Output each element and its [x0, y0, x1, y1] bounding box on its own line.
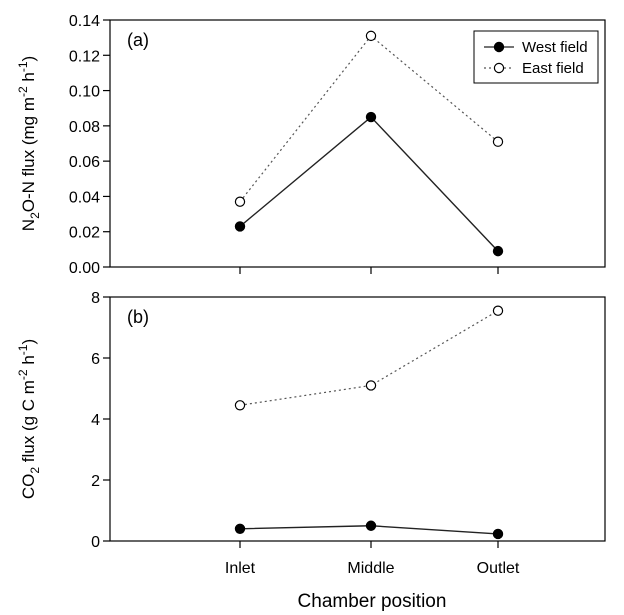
y-tick-label: 6: [91, 351, 100, 368]
legend-marker: [493, 41, 505, 53]
panel-frame: [109, 19, 606, 268]
y-tick-label: 0.04: [69, 189, 100, 206]
data-point: [365, 111, 377, 123]
y-axis-label: CO2 flux (g C m-2 h-1): [16, 339, 42, 499]
y-tick-label: 0.00: [69, 260, 100, 277]
data-point: [234, 196, 246, 207]
y-tick-label: 0.06: [69, 154, 100, 171]
legend-label: East field: [522, 60, 584, 77]
data-point: [365, 380, 377, 391]
y-tick-label: 0.10: [69, 84, 100, 101]
y-tick-label: 0.12: [69, 48, 100, 65]
y-axis-label-part: 2: [28, 212, 42, 219]
y-axis-label-part: 2: [28, 467, 42, 474]
panel-label: (a): [127, 30, 149, 50]
y-axis-label-part: N: [19, 219, 38, 231]
data-point: [492, 136, 504, 147]
legend-box: [473, 30, 599, 84]
data-point: [365, 520, 377, 531]
series-line: [239, 116, 499, 252]
y-axis-label-part: -1: [16, 61, 30, 72]
legend-label: West field: [522, 39, 588, 56]
data-point: [492, 528, 504, 540]
y-tick-label: 0: [91, 534, 100, 551]
data-point: [492, 245, 504, 257]
y-tick-label: 0.02: [69, 225, 100, 242]
y-axis-label-part: -1: [16, 344, 30, 355]
data-point: [234, 400, 246, 411]
data-point: [365, 30, 377, 42]
x-tick-label: Middle: [347, 560, 394, 577]
y-axis-label-part: ): [19, 56, 38, 62]
legend-marker: [493, 62, 505, 74]
data-point: [234, 221, 246, 232]
y-tick-label: 4: [91, 412, 100, 429]
y-tick-label: 0.14: [69, 13, 100, 30]
data-point: [234, 523, 246, 535]
y-axis-label-part: flux (g C m: [19, 380, 38, 467]
y-axis-label-part: h: [19, 355, 38, 369]
y-axis-label-part: O-N flux (mg m: [19, 97, 38, 212]
y-axis-label-part: -2: [16, 369, 30, 380]
y-tick-label: 8: [91, 290, 100, 307]
y-tick-label: 0.08: [69, 119, 100, 136]
y-axis-label-part: -2: [16, 86, 30, 97]
panel-label: (b): [127, 307, 149, 327]
x-axis-label: Chamber position: [298, 591, 447, 612]
y-axis-label: N2O-N flux (mg m-2 h-1): [16, 56, 42, 231]
x-tick-label: Outlet: [477, 560, 520, 577]
x-tick-label: Inlet: [225, 560, 256, 577]
y-axis-label-part: CO: [19, 474, 38, 500]
panel-frame: [109, 296, 606, 542]
y-axis-label-part: ): [19, 339, 38, 345]
series-line: [239, 310, 499, 406]
data-point: [492, 305, 504, 316]
y-tick-label: 2: [91, 473, 100, 490]
y-axis-label-part: h: [19, 72, 38, 86]
